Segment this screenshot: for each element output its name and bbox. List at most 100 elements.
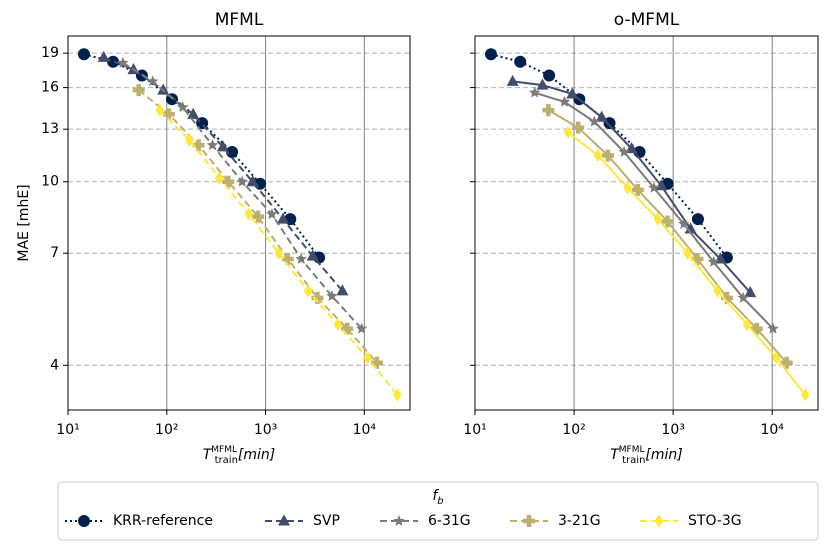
data-point [244, 207, 254, 221]
data-point [363, 351, 372, 365]
data-point [311, 291, 324, 304]
data-point [341, 322, 354, 335]
legend-label: 3-21G [558, 513, 601, 529]
x-axis-label-sub: train [622, 455, 645, 466]
x-tick-label: 10⁴ [353, 422, 377, 438]
data-point [631, 183, 644, 196]
data-point [157, 83, 170, 95]
legend-title-base: f [432, 488, 439, 504]
data-point [132, 84, 145, 97]
data-point [543, 69, 556, 82]
data-point [691, 213, 704, 226]
x-axis-label-unit: [min] [645, 447, 682, 463]
data-point [236, 175, 248, 187]
data-point [514, 55, 527, 68]
data-point [744, 286, 757, 298]
data-point [77, 48, 90, 61]
data-point [601, 149, 614, 162]
data-point [246, 175, 259, 187]
data-point [326, 290, 338, 301]
data-point [653, 212, 662, 226]
data-point [185, 133, 194, 147]
data-point [767, 322, 779, 334]
y-tick-label: 10 [41, 174, 59, 190]
data-point [266, 208, 278, 220]
data-point [563, 125, 573, 139]
data-point [542, 104, 555, 117]
x-axis-label-sup: MFML [619, 445, 645, 455]
data-point [780, 356, 793, 369]
x-axis-label-sup: MFML [211, 445, 237, 455]
data-point [684, 222, 697, 234]
x-tick-label: 10³ [254, 422, 277, 438]
x-axis-label-unit: [min] [238, 447, 275, 463]
series-line [490, 53, 728, 259]
data-point [566, 87, 579, 99]
data-point [355, 322, 368, 334]
data-point [393, 388, 402, 402]
data-point [737, 291, 749, 303]
x-tick-label: 10² [155, 422, 178, 438]
legend-marker [393, 515, 405, 526]
legend-title: fb [432, 488, 443, 507]
data-point [743, 318, 752, 332]
data-point [206, 139, 219, 151]
legend-label: KRR-reference [113, 513, 213, 529]
data-point [187, 107, 200, 119]
legend-box [57, 481, 819, 541]
legend-label: SVP [313, 513, 340, 529]
legend-marker [654, 514, 664, 528]
data-point [618, 146, 630, 157]
chart-title: o-MFML [614, 10, 680, 30]
data-point [274, 246, 283, 260]
data-point [162, 108, 175, 121]
data-point [222, 175, 235, 188]
x-axis-label-base: T [203, 447, 213, 463]
data-point [772, 351, 781, 365]
data-point [595, 110, 608, 122]
series-line [159, 109, 399, 396]
y-tick-label: 4 [50, 357, 59, 373]
data-point [678, 217, 690, 229]
data-point [295, 253, 307, 264]
data-point [192, 139, 205, 152]
data-point [97, 50, 110, 62]
data-point [117, 56, 129, 68]
data-point [721, 291, 734, 304]
data-point [336, 284, 349, 296]
legend-marker [78, 515, 90, 527]
y-tick-label: 16 [41, 80, 59, 96]
data-point [572, 121, 585, 134]
x-axis-label: TMFML train[min] [610, 445, 683, 467]
data-point [484, 48, 497, 61]
data-point [276, 212, 289, 224]
x-tick-label: 10² [562, 422, 585, 438]
x-tick-label: 10¹ [463, 422, 486, 438]
data-point [713, 284, 722, 298]
data-point [707, 255, 720, 267]
legend-label: 6-31G [428, 513, 471, 529]
data-point [691, 253, 704, 266]
y-tick-label: 19 [41, 45, 59, 61]
data-point [558, 95, 571, 107]
y-tick-label: 7 [50, 245, 59, 261]
data-point [303, 284, 313, 298]
plot-frame [474, 35, 819, 411]
data-point [155, 103, 165, 117]
series-line [534, 91, 774, 330]
data-point [146, 75, 159, 87]
data-point [528, 86, 541, 98]
y-axis-label: MAE [mhE] [16, 184, 32, 261]
x-tick-label: 10³ [661, 422, 684, 438]
data-point [648, 181, 660, 193]
data-point [506, 74, 519, 86]
x-tick-label: 10¹ [56, 422, 79, 438]
data-point [306, 249, 319, 261]
data-point [536, 78, 549, 90]
data-point [177, 101, 189, 113]
x-axis-label-base: T [610, 447, 620, 463]
data-point [623, 181, 632, 195]
series-line [122, 62, 363, 330]
data-point [281, 253, 294, 266]
